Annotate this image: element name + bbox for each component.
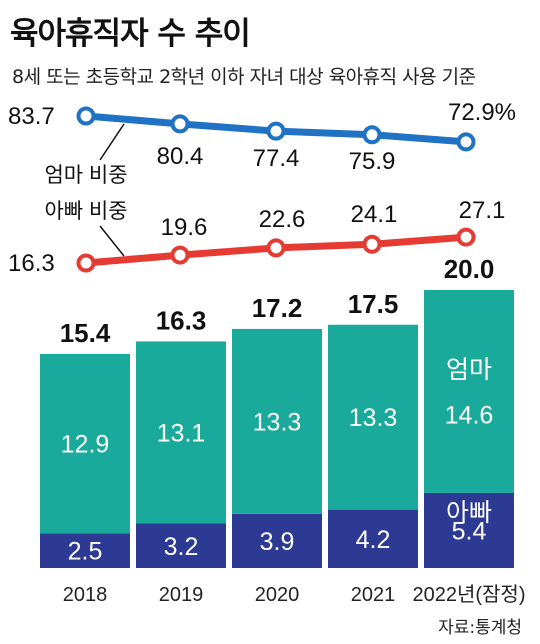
- bar-dad-1: [136, 523, 226, 568]
- mom-share-label-2: 77.4: [253, 145, 300, 172]
- x-tick-label-0: 2018: [63, 584, 108, 606]
- bar-total-label-4: 20.0: [444, 254, 495, 284]
- mom-share-point-3: [362, 125, 382, 145]
- bar-dad-4: [424, 492, 514, 568]
- bar-mom-3: [328, 324, 418, 510]
- bar-total-label-3: 17.5: [348, 289, 399, 319]
- bar-mom-label-1: 13.1: [157, 419, 206, 447]
- mom-share-point-2: [266, 121, 286, 141]
- bar-dad-0: [40, 533, 130, 568]
- chart-title: 육아휴직자 수 추이: [10, 16, 251, 52]
- mom-share-label-4: 72.9%: [448, 99, 516, 126]
- dad-share-point-1: [170, 245, 190, 265]
- legend-mom: 엄마: [446, 356, 492, 384]
- dad-share-point-3: [362, 234, 382, 254]
- bar-dad-label-1: 3.2: [164, 533, 199, 561]
- mom-share-label-3: 75.9: [349, 148, 396, 175]
- mom-share-point-4: [456, 132, 476, 152]
- mom-share-point-1: [170, 114, 190, 134]
- legend-dad: 아빠: [446, 499, 492, 527]
- bar-dad-3: [328, 509, 418, 568]
- bar-total-label-1: 16.3: [156, 305, 207, 335]
- dad-share-label-0: 16.3: [8, 250, 55, 277]
- mom-share-point-0: [76, 106, 96, 126]
- dad-share-point-0: [76, 253, 96, 273]
- chart-subtitle: 8세 또는 초등학교 2학년 이하 자녀 대상 육아휴직 사용 기준: [12, 66, 476, 88]
- bar-total-label-0: 15.4: [60, 318, 111, 348]
- bar-mom-1: [136, 341, 226, 524]
- dad-share-label-3: 24.1: [351, 201, 398, 228]
- mom-share-pointer: [99, 123, 125, 161]
- dad-share-point-4: [456, 227, 476, 247]
- dad-share-label-1: 19.6: [161, 214, 208, 241]
- bar-mom-4: [424, 290, 514, 493]
- dad-share-pointer: [99, 225, 125, 257]
- series-label-dad-share: 아빠 비중: [44, 200, 127, 223]
- dad-share-point-2: [266, 238, 286, 258]
- source-note: 자료:통계청: [438, 618, 522, 638]
- x-tick-label-3: 2021: [351, 584, 396, 606]
- mom-share-label-0: 83.7: [8, 103, 55, 130]
- x-tick-label-4: 2022년(잠정): [412, 583, 525, 606]
- bar-mom-2: [232, 328, 322, 514]
- bar-dad-label-2: 3.9: [260, 528, 295, 556]
- bar-mom-label-2: 13.3: [253, 408, 302, 436]
- bar-dad-2: [232, 513, 322, 568]
- bar-dad-label-3: 4.2: [356, 526, 391, 554]
- series-label-mom-share: 엄마 비중: [44, 164, 127, 187]
- bar-mom-0: [40, 353, 130, 534]
- bar-mom-label-3: 13.3: [349, 404, 398, 432]
- bar-mom-label-4: 14.6: [445, 401, 494, 429]
- x-tick-label-2: 2020: [255, 584, 300, 606]
- bar-dad-label-0: 2.5: [68, 538, 103, 566]
- bar-total-label-2: 17.2: [252, 293, 303, 323]
- x-tick-label-1: 2019: [159, 584, 204, 606]
- mom-share-label-1: 80.4: [157, 143, 204, 170]
- dad-share-label-4: 27.1: [459, 197, 506, 224]
- bar-mom-label-0: 12.9: [61, 431, 110, 459]
- dad-share-label-2: 22.6: [259, 206, 306, 233]
- bar-dad-label-4: 5.4: [452, 517, 487, 545]
